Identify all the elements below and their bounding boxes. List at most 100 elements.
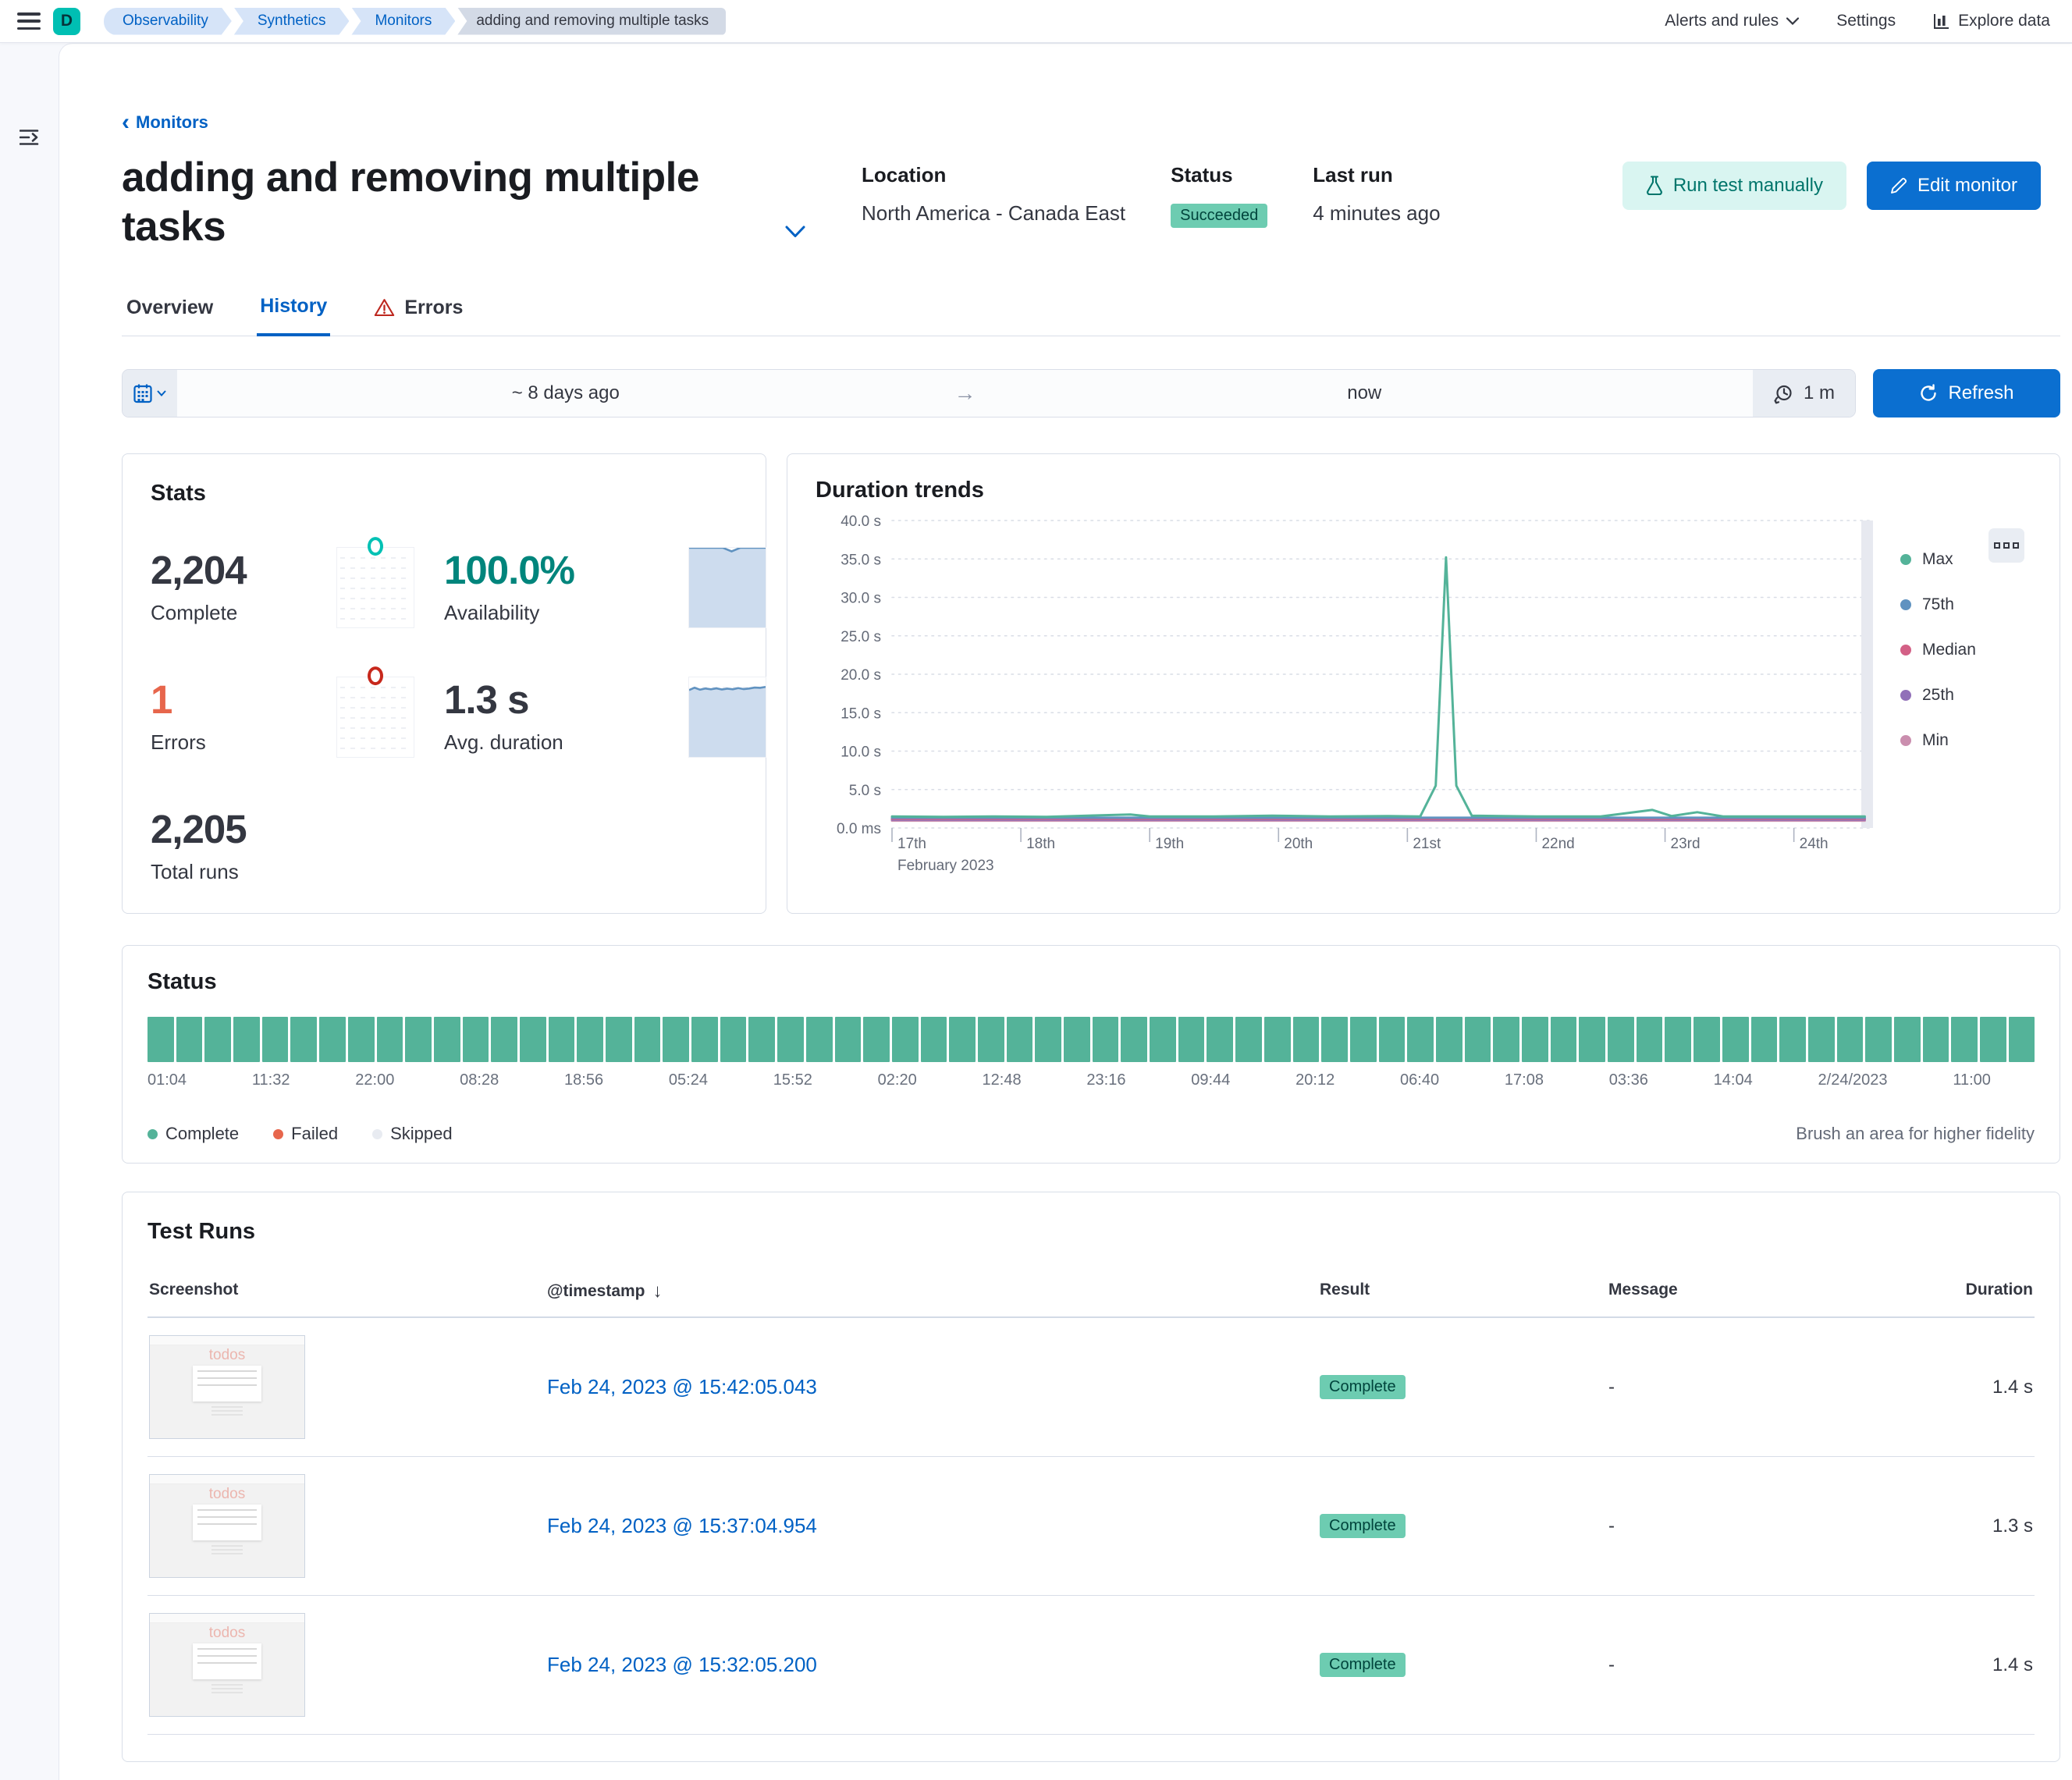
status-bucket[interactable] xyxy=(1522,1017,1548,1062)
quick-select-button[interactable] xyxy=(123,370,177,417)
status-bucket[interactable] xyxy=(1465,1017,1491,1062)
chart-options-button[interactable] xyxy=(1988,528,2024,563)
title-chevron-down-icon[interactable] xyxy=(785,226,805,242)
status-bucket[interactable] xyxy=(1579,1017,1605,1062)
tab-errors[interactable]: Errors xyxy=(371,284,466,336)
status-bucket[interactable] xyxy=(921,1017,947,1062)
refresh-interval-chip[interactable]: 1 m xyxy=(1753,370,1855,417)
avatar[interactable]: D xyxy=(53,8,80,35)
breadcrumb-observability[interactable]: Observability xyxy=(104,8,232,35)
status-bucket[interactable] xyxy=(1980,1017,2006,1062)
test-run-timestamp-link[interactable]: Feb 24, 2023 @ 15:32:05.200 xyxy=(547,1653,817,1676)
status-bucket[interactable] xyxy=(1436,1017,1462,1062)
tab-history[interactable]: History xyxy=(257,284,330,336)
status-bucket[interactable] xyxy=(720,1017,747,1062)
status-bucket[interactable] xyxy=(1551,1017,1577,1062)
status-bucket[interactable] xyxy=(577,1017,603,1062)
status-bucket[interactable] xyxy=(1865,1017,1892,1062)
status-bucket[interactable] xyxy=(2009,1017,2035,1062)
status-bucket[interactable] xyxy=(1808,1017,1835,1062)
status-bucket[interactable] xyxy=(1350,1017,1377,1062)
tab-overview[interactable]: Overview xyxy=(123,284,216,336)
legend-item-25th[interactable]: 25th xyxy=(1900,686,2025,705)
status-bucket[interactable] xyxy=(233,1017,260,1062)
status-bucket[interactable] xyxy=(1379,1017,1406,1062)
status-bucket[interactable] xyxy=(147,1017,174,1062)
status-bucket[interactable] xyxy=(1407,1017,1434,1062)
screenshot-thumbnail[interactable]: todos xyxy=(149,1613,305,1717)
refresh-button[interactable]: Refresh xyxy=(1873,369,2060,417)
duration-trends-chart[interactable]: 40.0 s35.0 s30.0 s25.0 s20.0 s15.0 s10.0… xyxy=(816,510,1900,883)
status-bucket[interactable] xyxy=(606,1017,632,1062)
status-bucket[interactable] xyxy=(434,1017,460,1062)
edit-monitor-button[interactable]: Edit monitor xyxy=(1867,162,2041,210)
run-test-manually-button[interactable]: Run test manually xyxy=(1622,162,1846,210)
status-bucket[interactable] xyxy=(348,1017,375,1062)
status-bucket[interactable] xyxy=(1722,1017,1749,1062)
status-bucket[interactable] xyxy=(1178,1017,1205,1062)
status-bucket[interactable] xyxy=(949,1017,976,1062)
status-bucket[interactable] xyxy=(204,1017,231,1062)
status-bucket[interactable] xyxy=(520,1017,546,1062)
status-bucket[interactable] xyxy=(1321,1017,1348,1062)
status-bucket[interactable] xyxy=(634,1017,661,1062)
status-bucket[interactable] xyxy=(835,1017,862,1062)
status-bucket[interactable] xyxy=(491,1017,517,1062)
status-bucket[interactable] xyxy=(1837,1017,1864,1062)
status-bucket[interactable] xyxy=(777,1017,804,1062)
status-bucket[interactable] xyxy=(1064,1017,1090,1062)
status-bucket[interactable] xyxy=(405,1017,432,1062)
status-bucket[interactable] xyxy=(1207,1017,1233,1062)
range-start[interactable]: ~ 8 days ago xyxy=(177,370,954,417)
status-bucket[interactable] xyxy=(176,1017,203,1062)
status-bucket[interactable] xyxy=(377,1017,403,1062)
status-bucket[interactable] xyxy=(1007,1017,1033,1062)
menu-icon[interactable] xyxy=(17,12,41,30)
status-timeline[interactable] xyxy=(147,1017,2035,1062)
status-bucket[interactable] xyxy=(1951,1017,1978,1062)
expand-sidebar-icon[interactable] xyxy=(20,129,40,146)
status-bucket[interactable] xyxy=(1894,1017,1921,1062)
range-end[interactable]: now xyxy=(976,370,1754,417)
status-bucket[interactable] xyxy=(978,1017,1004,1062)
col-timestamp-sort[interactable]: @timestamp ↓ xyxy=(547,1281,1320,1302)
status-bucket[interactable] xyxy=(1665,1017,1691,1062)
status-bucket[interactable] xyxy=(1264,1017,1291,1062)
screenshot-thumbnail[interactable]: todos xyxy=(149,1335,305,1439)
status-bucket[interactable] xyxy=(1235,1017,1262,1062)
status-bucket[interactable] xyxy=(1293,1017,1320,1062)
status-bucket[interactable] xyxy=(290,1017,317,1062)
test-run-timestamp-link[interactable]: Feb 24, 2023 @ 15:42:05.043 xyxy=(547,1375,817,1398)
status-bucket[interactable] xyxy=(748,1017,775,1062)
status-bucket[interactable] xyxy=(663,1017,689,1062)
status-bucket[interactable] xyxy=(1035,1017,1061,1062)
status-bucket[interactable] xyxy=(1608,1017,1634,1062)
status-bucket[interactable] xyxy=(1150,1017,1176,1062)
status-bucket[interactable] xyxy=(1121,1017,1147,1062)
status-bucket[interactable] xyxy=(1751,1017,1778,1062)
back-to-monitors-link[interactable]: ‹ Monitors xyxy=(122,112,208,133)
status-bucket[interactable] xyxy=(1779,1017,1806,1062)
status-bucket[interactable] xyxy=(1923,1017,1949,1062)
status-bucket[interactable] xyxy=(262,1017,289,1062)
status-bucket[interactable] xyxy=(1693,1017,1720,1062)
settings-link[interactable]: Settings xyxy=(1836,12,1896,30)
status-bucket[interactable] xyxy=(1637,1017,1663,1062)
status-bucket[interactable] xyxy=(549,1017,575,1062)
legend-item-median[interactable]: Median xyxy=(1900,641,2025,659)
breadcrumb-monitors[interactable]: Monitors xyxy=(351,8,455,35)
breadcrumb-synthetics[interactable]: Synthetics xyxy=(234,8,350,35)
screenshot-thumbnail[interactable]: todos xyxy=(149,1474,305,1578)
status-bucket[interactable] xyxy=(691,1017,718,1062)
legend-item-75th[interactable]: 75th xyxy=(1900,595,2025,614)
status-bucket[interactable] xyxy=(463,1017,489,1062)
status-bucket[interactable] xyxy=(863,1017,890,1062)
status-bucket[interactable] xyxy=(1493,1017,1519,1062)
explore-data-link[interactable]: Explore data xyxy=(1933,12,2050,30)
status-bucket[interactable] xyxy=(806,1017,833,1062)
status-bucket[interactable] xyxy=(1093,1017,1119,1062)
alerts-and-rules-menu[interactable]: Alerts and rules xyxy=(1665,12,1799,30)
status-bucket[interactable] xyxy=(892,1017,919,1062)
test-run-timestamp-link[interactable]: Feb 24, 2023 @ 15:37:04.954 xyxy=(547,1514,817,1537)
legend-item-min[interactable]: Min xyxy=(1900,731,2025,750)
